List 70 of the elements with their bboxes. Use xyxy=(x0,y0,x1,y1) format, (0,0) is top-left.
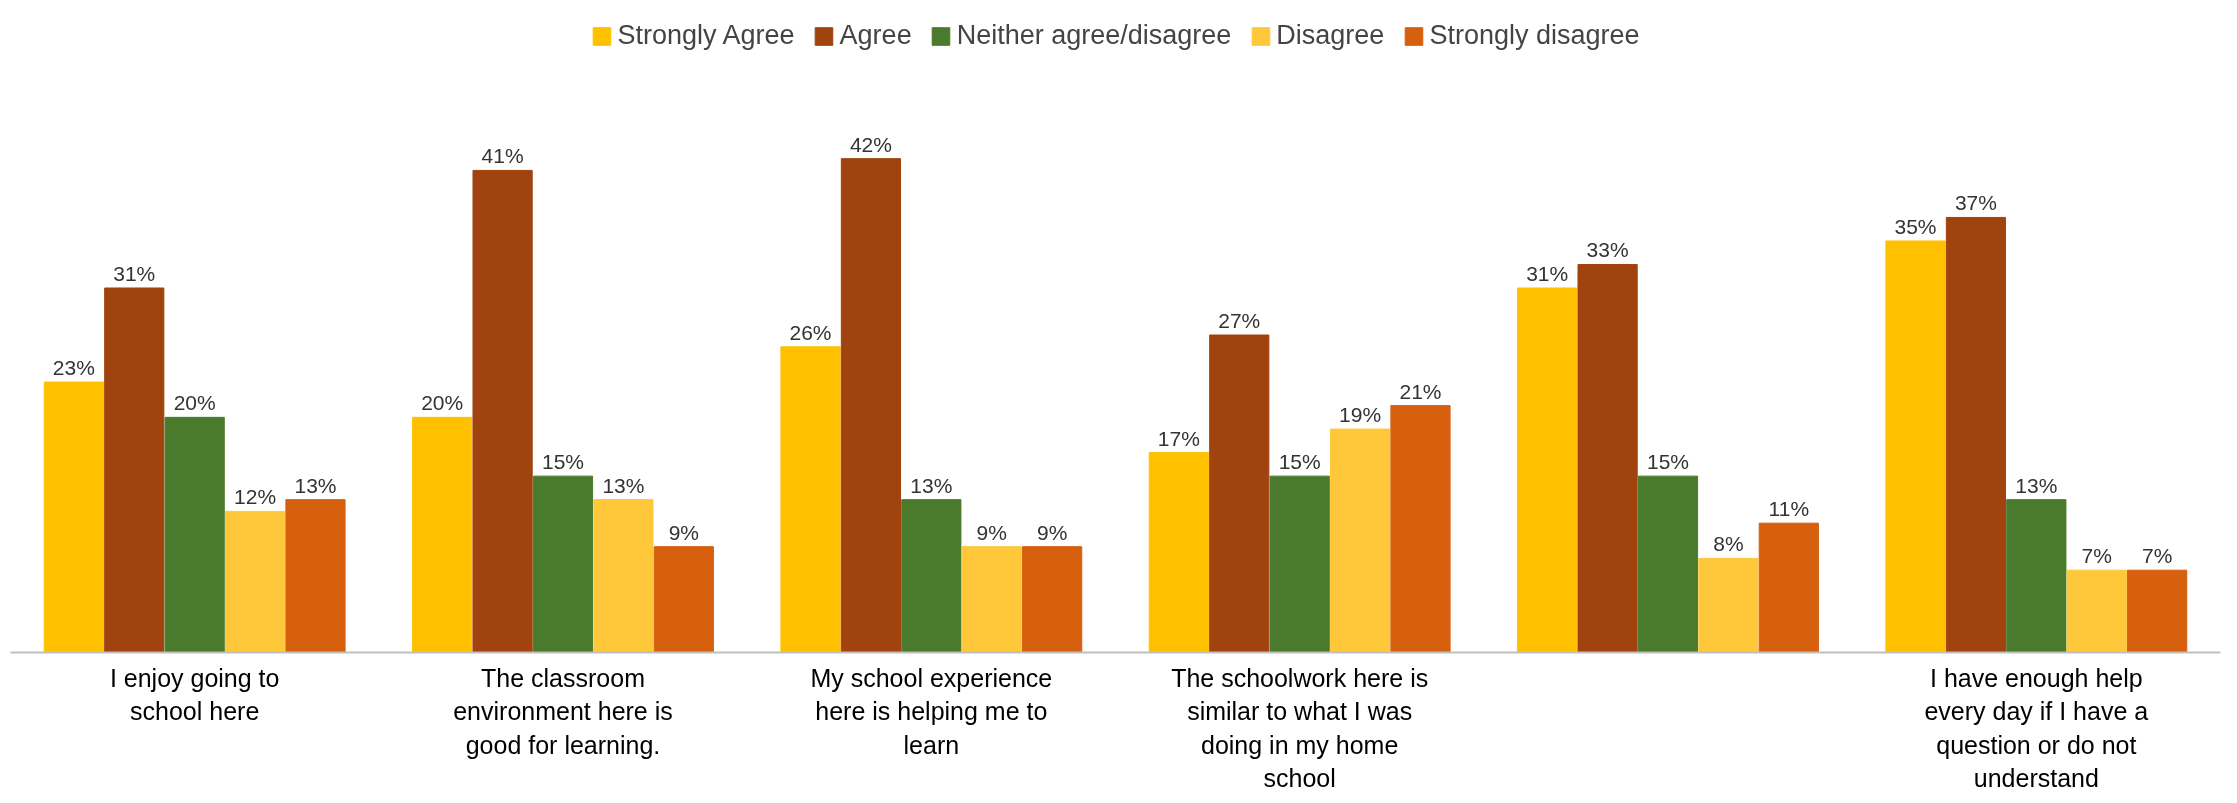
bar xyxy=(653,546,714,653)
data-label: 9% xyxy=(1036,520,1068,544)
data-label: 13% xyxy=(910,473,953,497)
data-label: 7% xyxy=(2141,544,2173,568)
bar xyxy=(1945,216,2007,653)
x-tick-label: I enjoy going to school here xyxy=(109,663,280,726)
bar xyxy=(1022,546,1083,653)
data-label: 33% xyxy=(1586,238,1629,262)
bar xyxy=(224,510,286,653)
bar xyxy=(1517,287,1578,653)
bar xyxy=(2006,499,2067,653)
x-tick-label: I have enough help every day if I have a question or do not understand xyxy=(1924,663,2149,793)
x-tick-label: My school experience here is helping me to learn xyxy=(810,663,1053,759)
bar xyxy=(1885,240,1946,653)
data-label: 41% xyxy=(481,144,524,168)
bar xyxy=(1698,557,1759,653)
data-label: 13% xyxy=(2015,473,2058,497)
bar xyxy=(1577,263,1638,653)
legend-label: Agree xyxy=(839,20,912,51)
data-label: 31% xyxy=(113,261,156,285)
data-label: 15% xyxy=(541,450,585,474)
bar xyxy=(1209,334,1270,653)
data-label: 21% xyxy=(1399,379,1442,403)
bar xyxy=(2127,569,2188,653)
bar xyxy=(412,416,473,653)
data-label: 12% xyxy=(234,485,277,509)
data-label: 35% xyxy=(1894,214,1937,238)
bar xyxy=(840,158,902,653)
data-label: 11% xyxy=(1768,497,1810,521)
data-label: 42% xyxy=(849,132,892,156)
data-label: 13% xyxy=(294,473,337,497)
data-label: 19% xyxy=(1339,403,1382,427)
bar xyxy=(1329,428,1391,653)
bar xyxy=(1637,475,1699,653)
legend-label: Disagree xyxy=(1276,20,1385,51)
bar xyxy=(593,499,654,653)
data-label: 13% xyxy=(602,473,645,497)
data-label: 15% xyxy=(1646,450,1690,474)
data-label: 20% xyxy=(173,391,216,415)
data-label: 23% xyxy=(52,356,95,380)
bar xyxy=(104,287,165,653)
legend-label: Neither agree/disagree xyxy=(956,20,1232,51)
legend-label: Strongly Agree xyxy=(617,20,795,51)
data-label: 27% xyxy=(1218,309,1261,333)
bar xyxy=(1269,475,1330,653)
data-label: 7% xyxy=(2081,544,2112,568)
bar xyxy=(164,416,225,653)
legend-label: Strongly disagree xyxy=(1429,20,1640,51)
bar xyxy=(901,499,962,653)
data-label: 8% xyxy=(1713,532,1744,556)
bar xyxy=(285,499,346,653)
data-label: 31% xyxy=(1526,261,1569,285)
data-label: 20% xyxy=(421,391,464,415)
x-tick-label: The classroom environment here is good for learning. xyxy=(453,663,673,759)
bar xyxy=(780,346,841,653)
bar xyxy=(2066,569,2127,653)
bar xyxy=(1758,522,1819,653)
data-label: 9% xyxy=(668,520,699,544)
bar xyxy=(961,546,1022,653)
data-label: 15% xyxy=(1278,450,1321,474)
bar xyxy=(43,381,104,653)
data-label: 26% xyxy=(789,320,832,344)
bar xyxy=(1390,405,1451,653)
x-tick-label: The schoolwork here is similar to what I was doing in my home school xyxy=(1171,663,1429,793)
bar xyxy=(472,169,533,653)
data-label: 9% xyxy=(976,520,1007,544)
bar xyxy=(1148,452,1209,653)
bar xyxy=(532,475,594,653)
data-label: 17% xyxy=(1157,426,1200,450)
data-label: 37% xyxy=(1954,191,1997,215)
